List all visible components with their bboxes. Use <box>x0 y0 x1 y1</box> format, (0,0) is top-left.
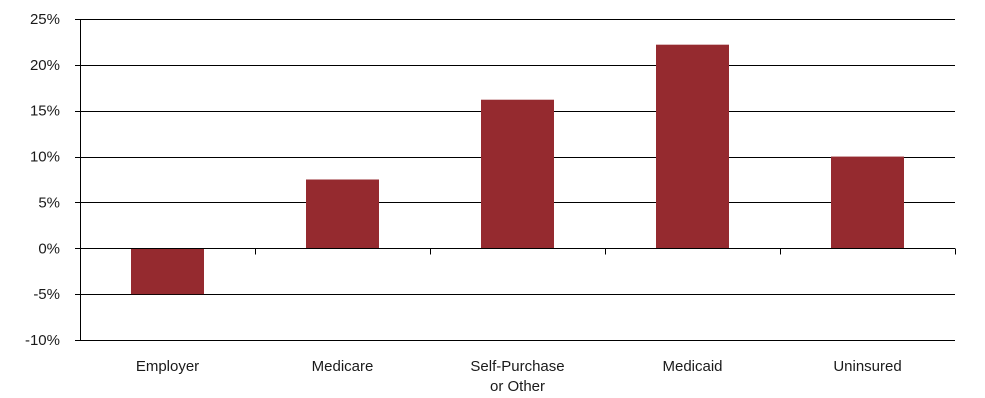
category-label: Medicare <box>312 358 374 375</box>
category-label: Employer <box>136 358 199 375</box>
y-tick-label: 5% <box>38 194 60 211</box>
y-tick-label: -10% <box>25 332 60 349</box>
category-label: Self-Purchase or Other <box>470 358 564 395</box>
y-tick-label: 15% <box>30 103 60 120</box>
y-tick-label: -5% <box>33 286 60 303</box>
bar <box>131 248 204 295</box>
bar <box>831 156 904 249</box>
bar <box>481 99 554 249</box>
bar <box>306 179 379 249</box>
axes <box>75 19 956 341</box>
category-label: Medicaid <box>662 358 722 375</box>
y-tick-label: 25% <box>30 11 60 28</box>
category-label: Uninsured <box>833 358 901 375</box>
bars <box>131 44 904 295</box>
y-tick-label: 0% <box>38 240 60 257</box>
y-tick-label: 10% <box>30 149 60 166</box>
y-tick-label: 20% <box>30 57 60 74</box>
x-axis-category-labels: Employer Medicare Self-Purchase or Other Med… <box>136 358 902 395</box>
bar <box>656 44 729 249</box>
y-axis-tick-labels: -10% -5% 0% 5% 10% 15% 20% 25% <box>25 11 60 349</box>
